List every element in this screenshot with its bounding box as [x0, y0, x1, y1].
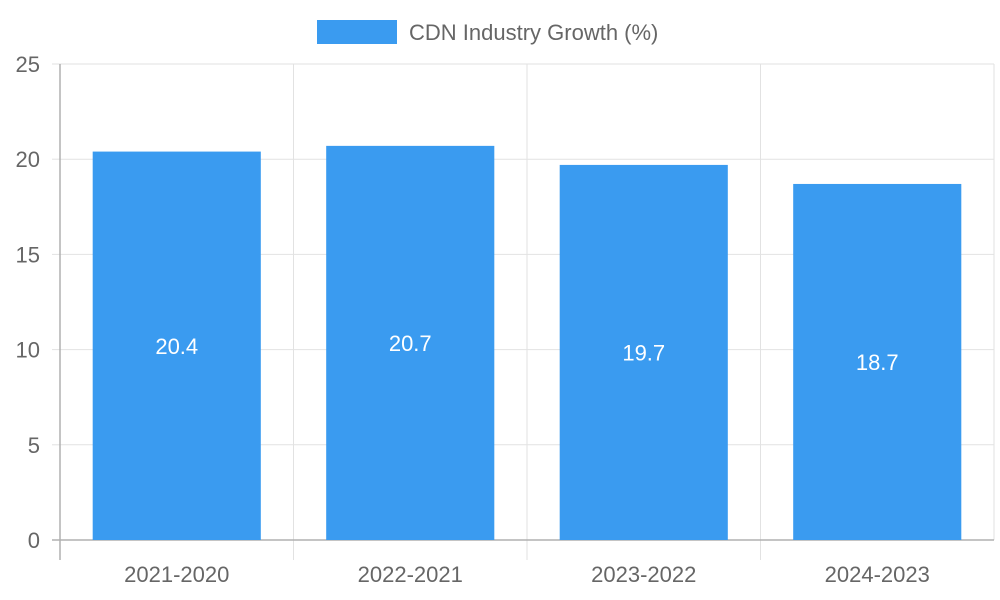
bar[interactable] [559, 164, 728, 541]
y-tick-label: 10 [16, 338, 40, 363]
bar[interactable] [326, 145, 495, 540]
legend-swatch[interactable] [317, 20, 397, 44]
y-tick-label: 0 [28, 528, 40, 553]
x-tick-label: 2023-2022 [591, 562, 696, 587]
bar-value-label: 18.7 [856, 350, 899, 375]
y-tick-label: 20 [16, 147, 40, 172]
x-tick-label: 2022-2021 [358, 562, 463, 587]
bar-value-label: 20.4 [155, 334, 198, 359]
bar-value-label: 19.7 [622, 340, 665, 365]
data-labels: 20.4 20.7 19.7 18.7 [155, 331, 898, 375]
bar-value-label: 20.7 [389, 331, 432, 356]
y-tick-label: 25 [16, 52, 40, 77]
axes: 0 5 10 15 20 25 2021-2020 2022-2021 2023-2022 202… [16, 52, 994, 587]
legend-label[interactable]: CDN Industry Growth (%) [409, 20, 658, 45]
x-tick-label: 2021-2020 [124, 562, 229, 587]
bars [92, 145, 962, 541]
y-tick-label: 15 [16, 242, 40, 267]
bar[interactable] [793, 183, 962, 540]
x-tick-label: 2024-2023 [825, 562, 930, 587]
bar[interactable] [92, 151, 261, 541]
y-tick-label: 5 [28, 433, 40, 458]
legend[interactable]: CDN Industry Growth (%) [317, 20, 658, 45]
